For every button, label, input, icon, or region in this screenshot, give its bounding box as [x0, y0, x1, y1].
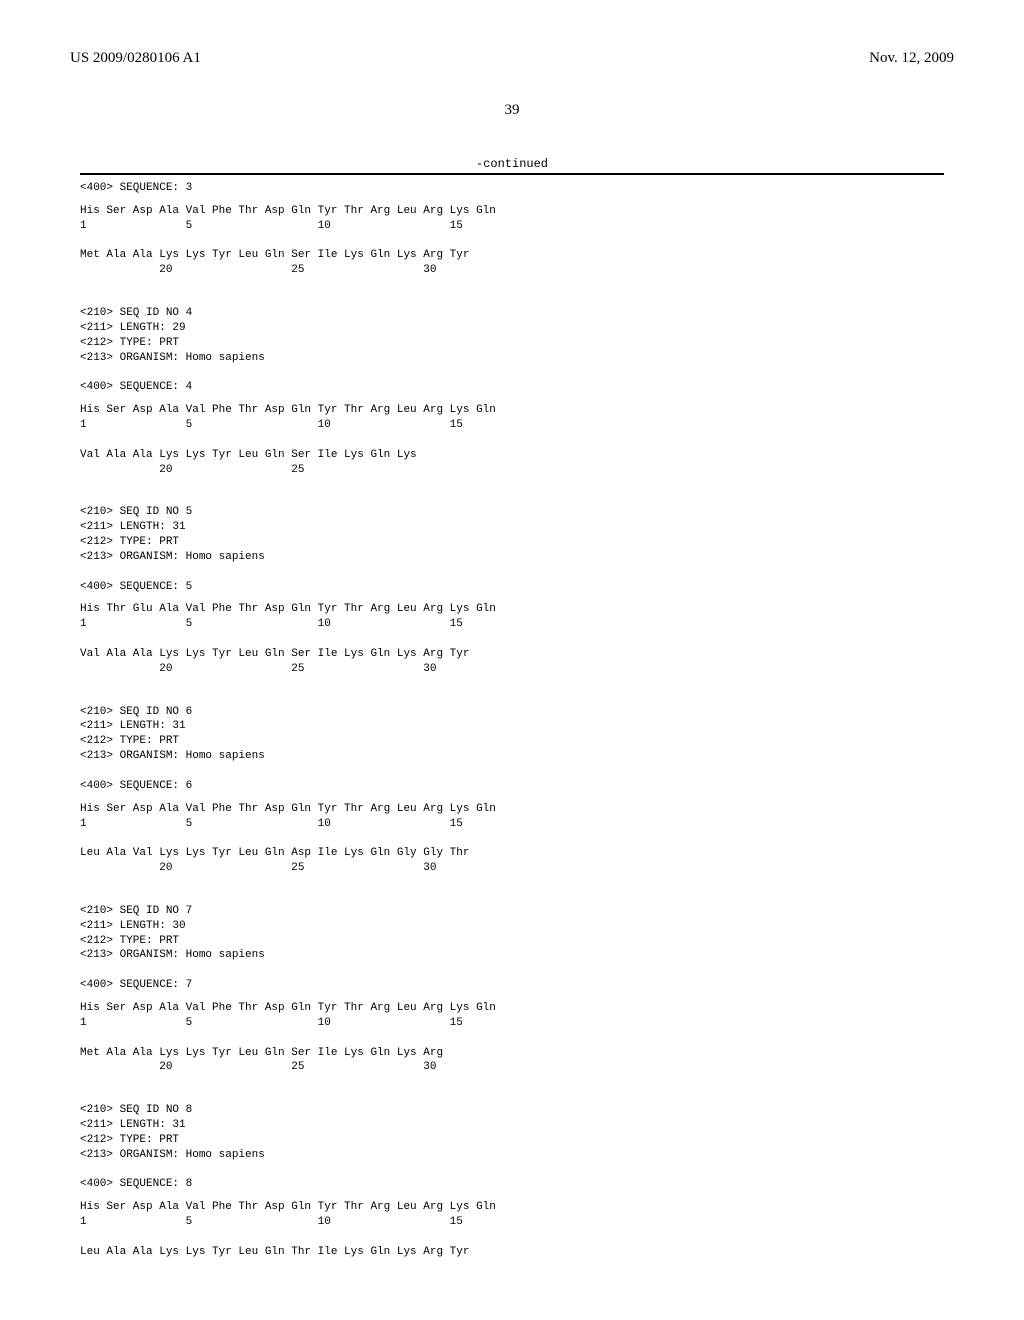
publication-date: Nov. 12, 2009 [869, 50, 954, 67]
sequence-header: <210> SEQ ID NO 4 <211> LENGTH: 29 <212>… [80, 306, 944, 395]
sequence-body: His Ser Asp Ala Val Phe Thr Asp Gln Tyr … [80, 1001, 944, 1075]
sequence-block: <210> SEQ ID NO 6 <211> LENGTH: 31 <212>… [80, 705, 944, 876]
page-header: US 2009/0280106 A1 Nov. 12, 2009 [70, 50, 954, 67]
sequence-body: His Ser Asp Ala Val Phe Thr Asp Gln Tyr … [80, 204, 944, 278]
continued-label: -continued [80, 157, 944, 171]
horizontal-rule [80, 173, 944, 175]
page-container: US 2009/0280106 A1 Nov. 12, 2009 39 -con… [0, 0, 1024, 1314]
sequence-block: <210> SEQ ID NO 4 <211> LENGTH: 29 <212>… [80, 306, 944, 477]
sequence-body: His Ser Asp Ala Val Phe Thr Asp Gln Tyr … [80, 403, 944, 477]
sequence-block: <400> SEQUENCE: 3 His Ser Asp Ala Val Phe… [80, 181, 944, 278]
sequence-body: His Ser Asp Ala Val Phe Thr Asp Gln Tyr … [80, 802, 944, 876]
sequence-header: <210> SEQ ID NO 7 <211> LENGTH: 30 <212>… [80, 904, 944, 993]
sequence-header: <210> SEQ ID NO 5 <211> LENGTH: 31 <212>… [80, 505, 944, 594]
page-number: 39 [70, 102, 954, 119]
patent-number: US 2009/0280106 A1 [70, 50, 201, 67]
sequence-listing: <400> SEQUENCE: 3 His Ser Asp Ala Val Phe… [80, 181, 944, 1260]
sequence-block: <210> SEQ ID NO 7 <211> LENGTH: 30 <212>… [80, 904, 944, 1075]
sequence-body: His Ser Asp Ala Val Phe Thr Asp Gln Tyr … [80, 1200, 944, 1259]
sequence-block: <210> SEQ ID NO 5 <211> LENGTH: 31 <212>… [80, 505, 944, 676]
sequence-header: <210> SEQ ID NO 6 <211> LENGTH: 31 <212>… [80, 705, 944, 794]
sequence-body: His Thr Glu Ala Val Phe Thr Asp Gln Tyr … [80, 602, 944, 676]
sequence-header: <400> SEQUENCE: 3 [80, 181, 944, 196]
content-area: -continued <400> SEQUENCE: 3 His Ser Asp … [70, 157, 954, 1260]
sequence-header: <210> SEQ ID NO 8 <211> LENGTH: 31 <212>… [80, 1103, 944, 1192]
sequence-block: <210> SEQ ID NO 8 <211> LENGTH: 31 <212>… [80, 1103, 944, 1259]
